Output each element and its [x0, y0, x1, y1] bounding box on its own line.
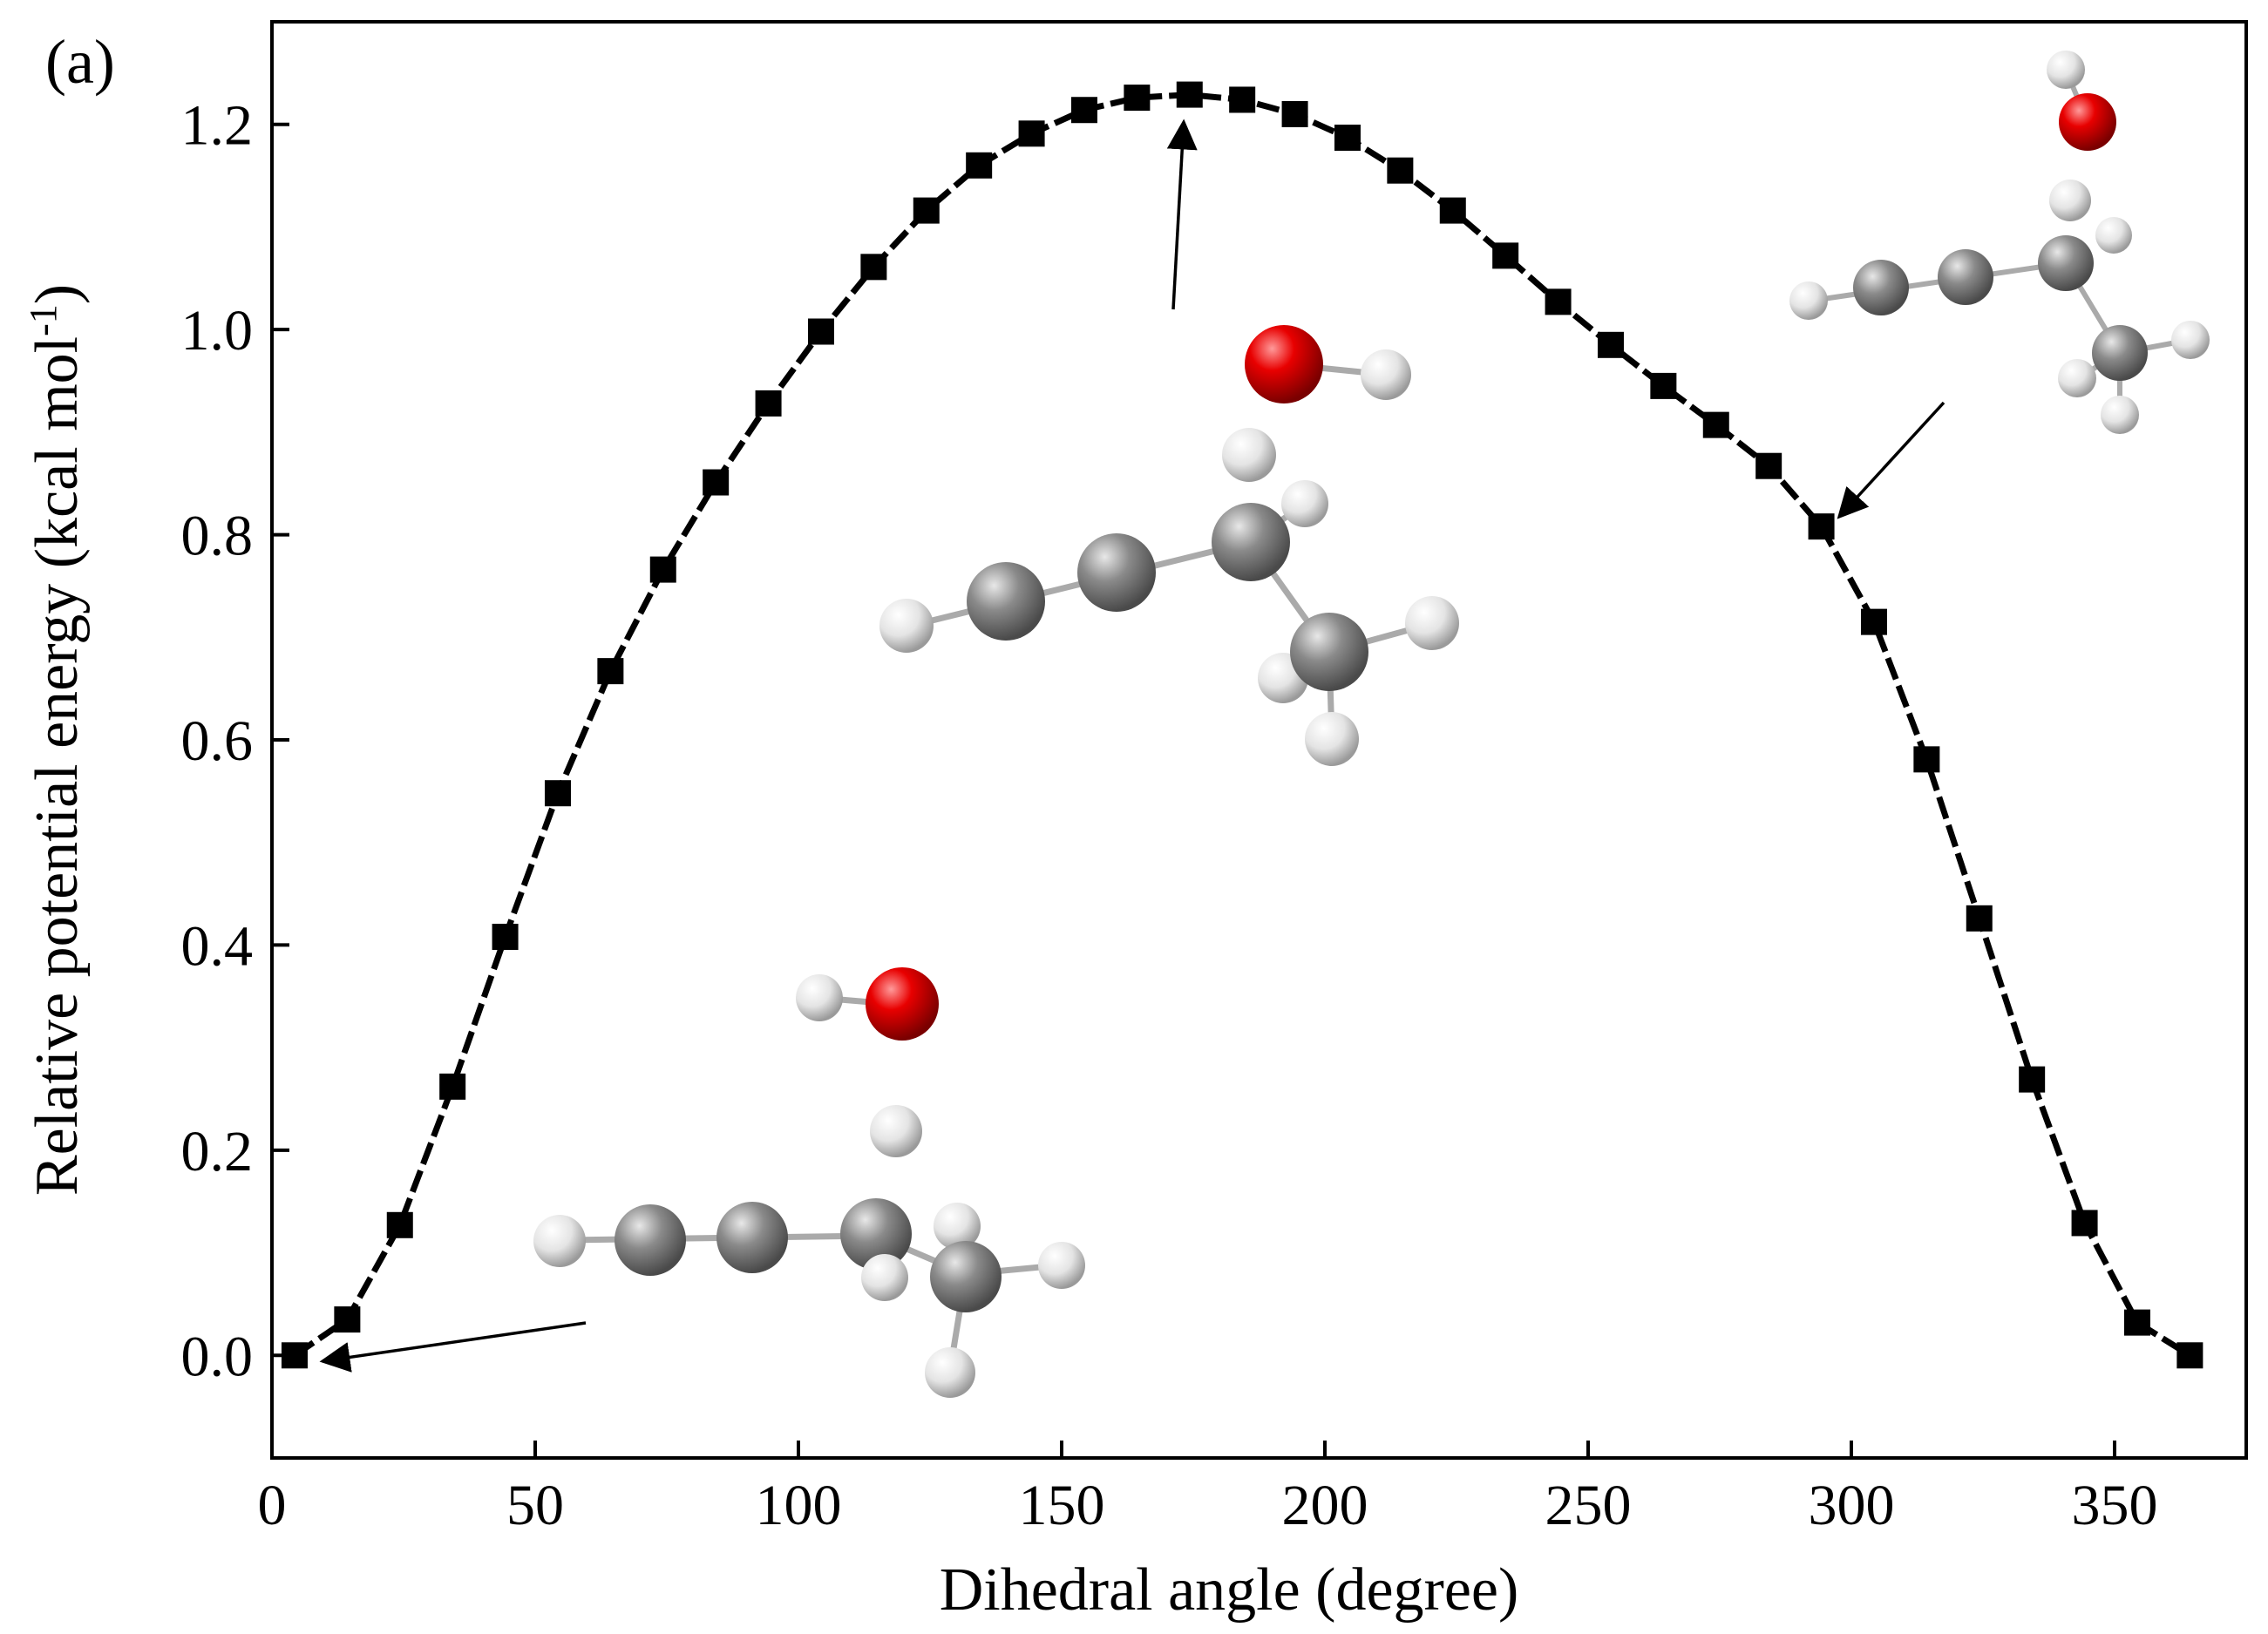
- x-tick-label: 100: [756, 1474, 842, 1537]
- data-point: [1808, 513, 1835, 540]
- series-markers: [281, 81, 2203, 1369]
- data-point: [1281, 100, 1308, 127]
- data-point: [2176, 1342, 2203, 1369]
- data-point: [703, 469, 730, 496]
- molecule-minimum: [533, 967, 1085, 1398]
- y-axis-title-main: Relative potential energy (kcal mol: [24, 336, 91, 1196]
- data-point: [1860, 608, 1887, 635]
- data-point: [1018, 120, 1045, 147]
- data-point: [1176, 81, 1203, 108]
- data-point: [649, 556, 676, 583]
- molecule-maximum: [879, 325, 1459, 766]
- data-point: [1334, 125, 1361, 152]
- data-point: [544, 780, 571, 807]
- data-point: [2019, 1066, 2046, 1093]
- x-tick-label: 350: [2072, 1474, 2158, 1537]
- data-point: [966, 152, 993, 179]
- data-point: [597, 658, 624, 685]
- data-point: [386, 1211, 413, 1238]
- y-axis-title: Relative potential energy (kcal mol-1): [22, 284, 91, 1196]
- data-point: [1387, 157, 1414, 184]
- y-tick-label: 0.4: [181, 914, 254, 978]
- y-axis-ticks: 0.0 0.2 0.4 0.6 0.8 1.0 1.2: [181, 94, 289, 1388]
- data-point: [913, 197, 940, 224]
- data-point: [439, 1073, 466, 1100]
- data-point: [334, 1306, 361, 1333]
- arrow-maximum: [1166, 119, 1198, 310]
- y-tick-label: 0.6: [181, 709, 254, 773]
- data-point: [2123, 1309, 2150, 1336]
- data-point: [281, 1342, 308, 1369]
- y-tick-label: 0.8: [181, 505, 254, 568]
- y-axis-title-sup: -1: [22, 304, 65, 336]
- data-point: [492, 924, 519, 951]
- molecule-shoulder: [1789, 51, 2210, 434]
- x-tick-label: 150: [1019, 1474, 1105, 1537]
- data-point: [2071, 1210, 2098, 1237]
- x-tick-label: 200: [1282, 1474, 1368, 1537]
- data-point: [755, 390, 782, 417]
- x-tick-label: 50: [506, 1474, 564, 1537]
- x-tick-label: 0: [258, 1474, 287, 1537]
- x-axis-title: Dihedral angle (degree): [940, 1556, 1519, 1624]
- x-tick-label: 300: [1809, 1474, 1895, 1537]
- y-tick-label: 1.0: [181, 299, 254, 363]
- panel-label: (a): [45, 27, 115, 97]
- data-point: [1229, 86, 1256, 113]
- data-point: [1070, 97, 1097, 124]
- arrow-shoulder: [1837, 401, 1945, 519]
- data-point: [1650, 372, 1677, 399]
- arrow-minimum: [319, 1321, 587, 1373]
- y-tick-label: 0.0: [181, 1325, 254, 1388]
- data-point: [1492, 242, 1519, 269]
- data-point: [1755, 452, 1782, 479]
- data-point: [1124, 85, 1151, 112]
- y-tick-label: 1.2: [181, 94, 254, 158]
- x-tick-label: 250: [1545, 1474, 1632, 1537]
- data-point: [807, 318, 834, 345]
- data-point: [860, 254, 887, 281]
- data-point: [1966, 905, 1993, 932]
- x-axis-ticks: 0 50 100 150 200 250 300 350: [258, 1441, 2158, 1537]
- data-point: [1545, 288, 1572, 315]
- y-axis-title-close: ): [24, 284, 91, 304]
- data-point: [1913, 746, 1940, 773]
- data-point: [1702, 411, 1729, 438]
- data-point: [1597, 331, 1624, 358]
- data-point: [1439, 197, 1466, 224]
- y-tick-label: 0.2: [181, 1120, 254, 1183]
